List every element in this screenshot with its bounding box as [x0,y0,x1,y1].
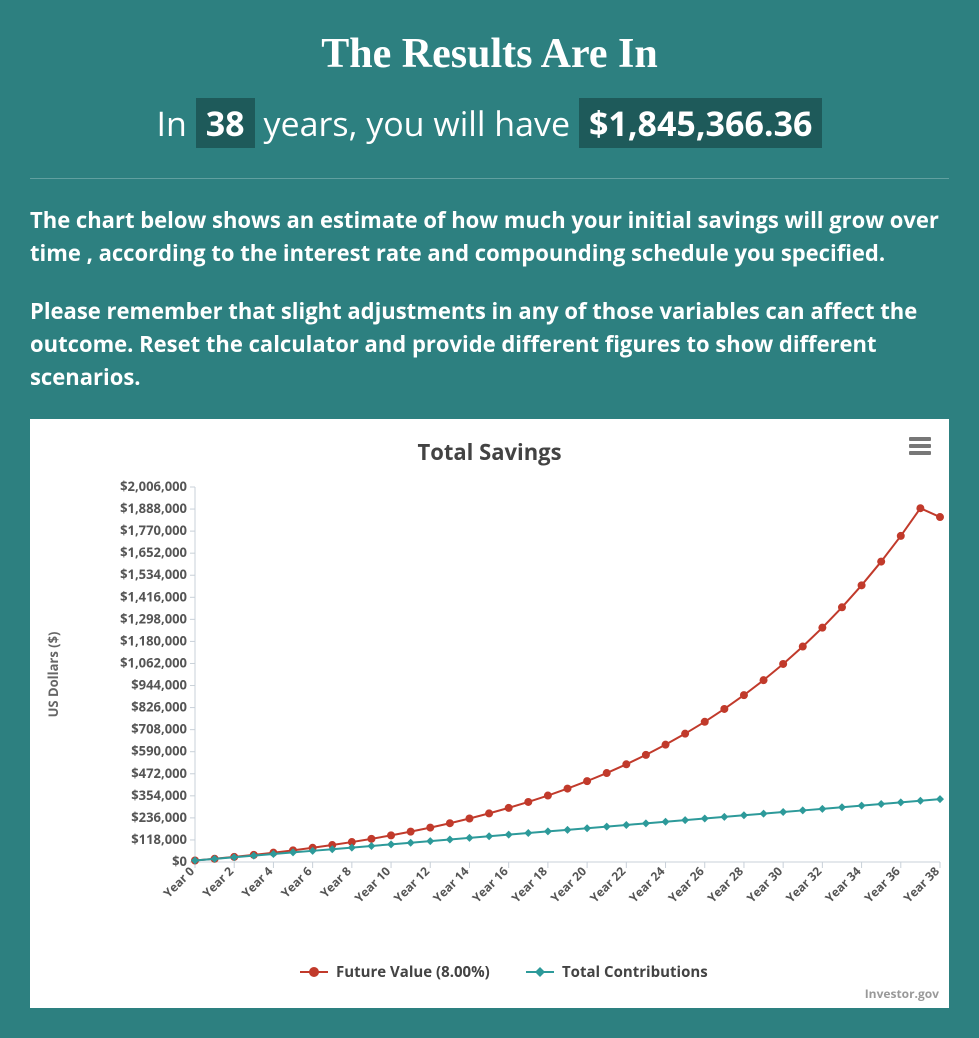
chart-title: Total Savings [40,437,939,467]
svg-text:$1,298,000: $1,298,000 [120,609,187,627]
subtitle-prefix: In [157,100,187,146]
svg-text:$590,000: $590,000 [131,742,187,760]
svg-text:Year 30: Year 30 [743,863,786,906]
svg-text:$354,000: $354,000 [131,786,187,804]
svg-text:Year 16: Year 16 [468,863,511,906]
svg-text:$1,062,000: $1,062,000 [120,653,187,671]
svg-text:Year 6: Year 6 [277,863,315,901]
svg-text:Year 14: Year 14 [429,863,472,906]
subtitle-mid: years, you will have [263,100,570,146]
savings-chart: $0$118,000$236,000$354,000$472,000$590,0… [40,477,950,997]
svg-text:Year 2: Year 2 [199,863,237,901]
svg-text:$236,000: $236,000 [131,808,187,826]
svg-text:Year 18: Year 18 [508,863,551,906]
chart-card: Total Savings $0$118,000$236,000$354,000… [30,419,949,1008]
svg-text:$1,652,000: $1,652,000 [120,543,187,561]
svg-text:Year 26: Year 26 [664,863,707,906]
svg-text:$118,000: $118,000 [131,830,187,848]
svg-text:$1,416,000: $1,416,000 [120,587,187,605]
svg-text:Year 36: Year 36 [860,863,903,906]
results-subtitle: In 38 years, you will have $1,845,366.36 [30,98,949,148]
svg-text:Future Value (8.00%): Future Value (8.00%) [336,962,490,982]
svg-text:$1,534,000: $1,534,000 [120,565,187,583]
svg-text:$944,000: $944,000 [131,676,187,694]
chart-menu-button[interactable] [909,437,931,455]
svg-text:Year 12: Year 12 [390,863,433,906]
svg-text:$1,888,000: $1,888,000 [120,499,187,517]
years-highlight: 38 [196,98,255,148]
svg-text:Year 8: Year 8 [316,863,354,901]
svg-text:Year 10: Year 10 [351,863,394,906]
svg-text:$708,000: $708,000 [131,720,187,738]
svg-text:US Dollars ($): US Dollars ($) [44,632,62,718]
svg-text:Year 34: Year 34 [821,863,864,906]
svg-text:$2,006,000: $2,006,000 [120,477,187,495]
description-para-2: Please remember that slight adjustments … [30,295,949,394]
svg-text:$826,000: $826,000 [131,698,187,716]
svg-text:$472,000: $472,000 [131,764,187,782]
amount-highlight: $1,845,366.36 [579,98,823,148]
svg-text:Year 24: Year 24 [625,863,668,906]
svg-text:$1,180,000: $1,180,000 [120,631,187,649]
svg-text:Total Contributions: Total Contributions [562,962,708,982]
page-title: The Results Are In [30,30,949,78]
description-para-1: The chart below shows an estimate of how… [30,204,949,270]
svg-text:Year 20: Year 20 [547,863,590,906]
svg-text:Year 38: Year 38 [900,863,943,906]
divider [30,178,949,179]
svg-text:Year 4: Year 4 [238,863,276,901]
svg-text:Year 22: Year 22 [586,863,629,906]
brand-label: Investor.gov [865,985,939,1002]
svg-text:Year 28: Year 28 [704,863,747,906]
svg-text:Year 32: Year 32 [782,863,825,906]
svg-text:$1,770,000: $1,770,000 [120,521,187,539]
